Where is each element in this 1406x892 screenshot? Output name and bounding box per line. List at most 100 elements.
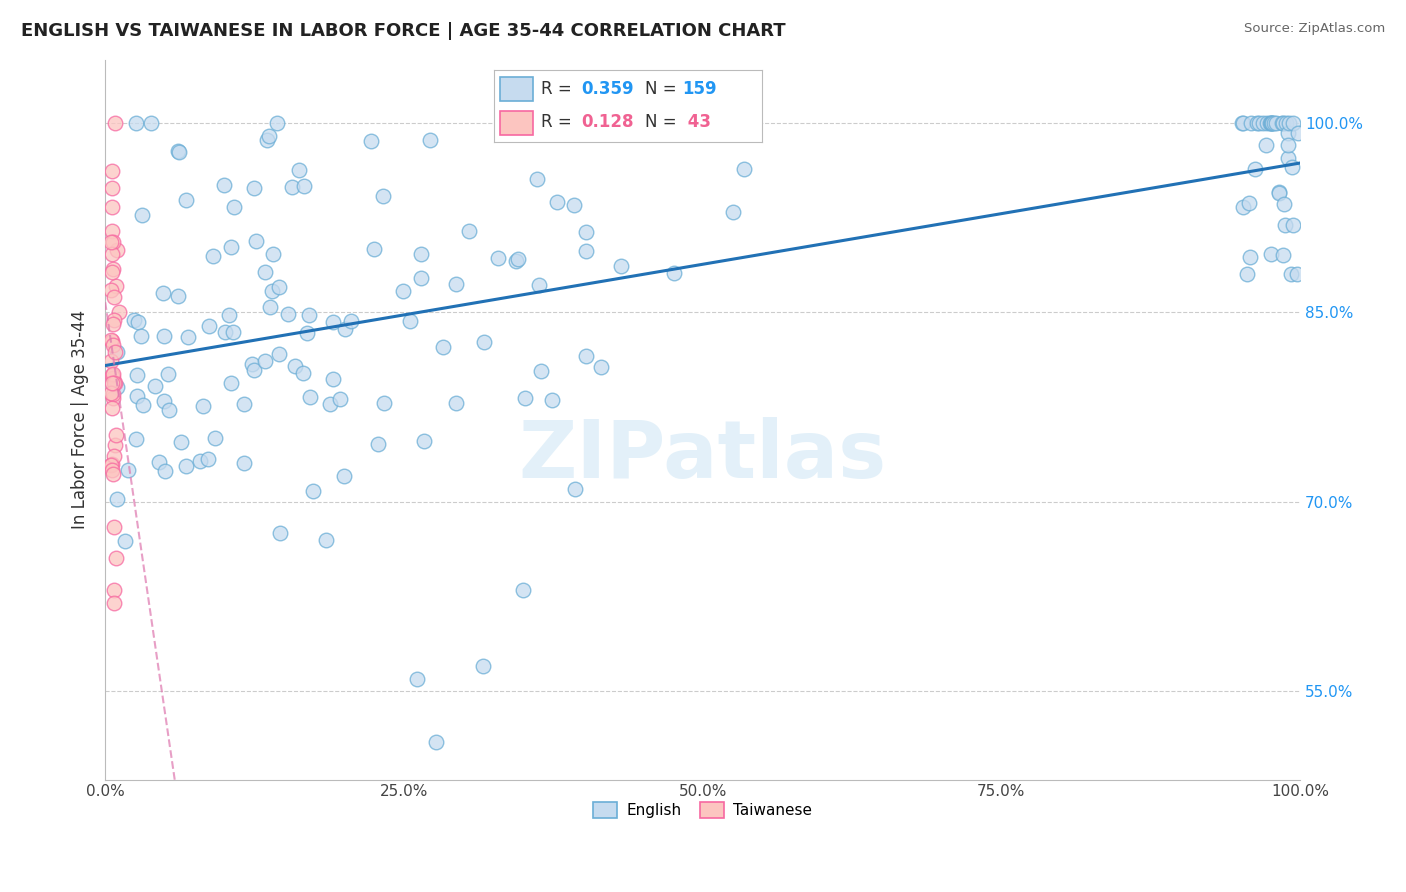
Point	[1286, 268, 1309, 282]
Point	[153, 329, 176, 343]
Point	[127, 368, 149, 382]
Point	[103, 313, 125, 327]
Point	[1232, 116, 1254, 130]
Point	[101, 467, 124, 481]
Point	[284, 359, 307, 374]
Point	[105, 278, 128, 293]
Point	[131, 398, 153, 412]
Point	[101, 337, 124, 351]
Point	[259, 300, 281, 314]
Point	[103, 583, 125, 598]
Point	[564, 198, 586, 212]
Point	[218, 308, 240, 322]
Point	[212, 178, 235, 193]
Point	[170, 434, 193, 449]
Point	[125, 388, 148, 402]
Point	[298, 308, 321, 322]
Y-axis label: In Labor Force | Age 35-44: In Labor Force | Age 35-44	[72, 310, 89, 529]
Point	[1249, 116, 1271, 130]
Point	[117, 463, 139, 477]
Point	[530, 364, 553, 378]
Point	[101, 401, 124, 416]
Point	[104, 550, 127, 565]
Point	[105, 244, 128, 258]
Point	[339, 314, 361, 328]
Point	[254, 265, 277, 279]
Point	[1256, 116, 1278, 130]
Point	[419, 133, 441, 147]
Point	[1278, 116, 1301, 130]
Point	[1281, 116, 1303, 130]
Point	[141, 116, 163, 130]
Point	[104, 376, 127, 391]
Point	[266, 116, 288, 130]
Point	[101, 235, 124, 250]
Point	[1281, 160, 1303, 174]
Point	[100, 235, 122, 249]
Point	[1272, 248, 1295, 262]
Point	[156, 367, 179, 381]
Point	[391, 285, 413, 299]
Text: ENGLISH VS TAIWANESE IN LABOR FORCE | AGE 35-44 CORRELATION CHART: ENGLISH VS TAIWANESE IN LABOR FORCE | AG…	[21, 22, 786, 40]
Point	[100, 458, 122, 472]
Point	[114, 533, 136, 548]
Point	[100, 334, 122, 349]
Point	[1261, 116, 1284, 130]
Point	[457, 224, 479, 238]
Point	[167, 144, 190, 158]
Point	[1261, 116, 1284, 130]
Point	[1246, 116, 1268, 130]
Point	[188, 454, 211, 468]
Point	[405, 672, 427, 686]
Point	[1236, 268, 1258, 282]
Point	[105, 379, 128, 393]
Point	[129, 329, 152, 343]
Point	[245, 234, 267, 248]
Point	[101, 317, 124, 331]
Point	[319, 397, 342, 411]
Point	[669, 116, 692, 130]
Point	[105, 492, 128, 507]
Point	[219, 240, 242, 254]
Point	[202, 248, 225, 262]
Point	[125, 432, 148, 446]
Point	[1239, 250, 1261, 264]
Point	[105, 428, 128, 442]
Point	[103, 376, 125, 390]
Point	[733, 162, 755, 177]
Point	[295, 326, 318, 340]
Point	[232, 456, 254, 470]
Point	[204, 431, 226, 445]
Point	[101, 181, 124, 195]
Point	[242, 181, 264, 195]
Point	[1263, 116, 1285, 130]
Point	[1253, 116, 1275, 130]
Point	[575, 225, 598, 239]
Point	[104, 437, 127, 451]
Text: ZIPatlas: ZIPatlas	[519, 417, 887, 494]
Point	[367, 437, 389, 451]
Point	[1258, 116, 1281, 130]
Point	[242, 363, 264, 377]
Point	[546, 194, 568, 209]
Point	[281, 180, 304, 194]
Point	[101, 371, 124, 385]
Point	[233, 397, 256, 411]
Point	[413, 434, 436, 449]
Point	[1277, 152, 1299, 166]
Point	[444, 277, 467, 291]
Point	[125, 116, 148, 130]
Point	[292, 178, 315, 193]
Point	[1260, 116, 1282, 130]
Point	[101, 262, 124, 277]
Point	[240, 357, 263, 371]
Point	[329, 392, 352, 406]
Point	[512, 583, 534, 598]
Point	[299, 390, 322, 404]
Point	[101, 368, 124, 383]
Point	[153, 393, 176, 408]
Point	[486, 252, 509, 266]
Point	[425, 735, 447, 749]
Point	[1237, 195, 1260, 210]
Point	[101, 224, 124, 238]
